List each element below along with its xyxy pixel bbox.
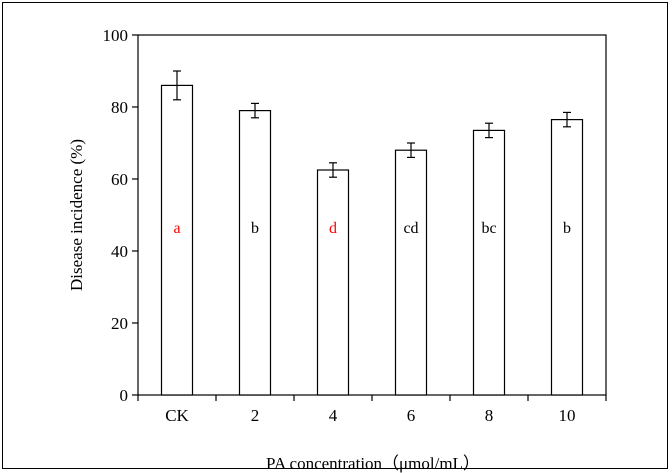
bar-10 xyxy=(550,118,584,396)
y-tick-label: 100 xyxy=(103,26,129,45)
x-tick-label: CK xyxy=(165,406,189,425)
significance-letter: b xyxy=(563,220,571,237)
figure-frame xyxy=(2,2,668,469)
y-tick-label: 0 xyxy=(120,386,129,405)
bar-2 xyxy=(238,109,272,396)
significance-letter: b xyxy=(251,220,259,237)
significance-letter: a xyxy=(173,220,180,237)
y-tick-label: 40 xyxy=(111,242,128,261)
significance-letter: d xyxy=(329,220,337,237)
y-tick-label: 20 xyxy=(111,314,128,333)
bar-CK xyxy=(160,84,194,396)
significance-letter: bc xyxy=(481,220,496,237)
bar-4 xyxy=(316,169,350,396)
bar-6 xyxy=(394,149,428,396)
y-tick-label: 60 xyxy=(111,170,128,189)
x-tick-label: 2 xyxy=(251,406,260,425)
plot-area-border xyxy=(137,34,607,396)
x-axis-label: PA concentration（μmol/mL） xyxy=(266,454,480,473)
significance-letter: cd xyxy=(403,220,418,237)
y-axis-label: Disease incidence (%) xyxy=(67,139,86,291)
x-tick-label: 4 xyxy=(329,406,338,425)
x-tick-label: 8 xyxy=(485,406,494,425)
chart-labels: a CK b 2 d 4 cd 6 bc 8 b 10 xyxy=(165,220,575,425)
x-tick-label: 6 xyxy=(407,406,416,425)
x-tick-label: 10 xyxy=(559,406,576,425)
chart-bars xyxy=(160,70,584,396)
y-tick-label: 80 xyxy=(111,98,128,117)
bar-8 xyxy=(472,129,506,396)
chart-axes: 0 20 40 60 80 100 xyxy=(103,26,607,405)
